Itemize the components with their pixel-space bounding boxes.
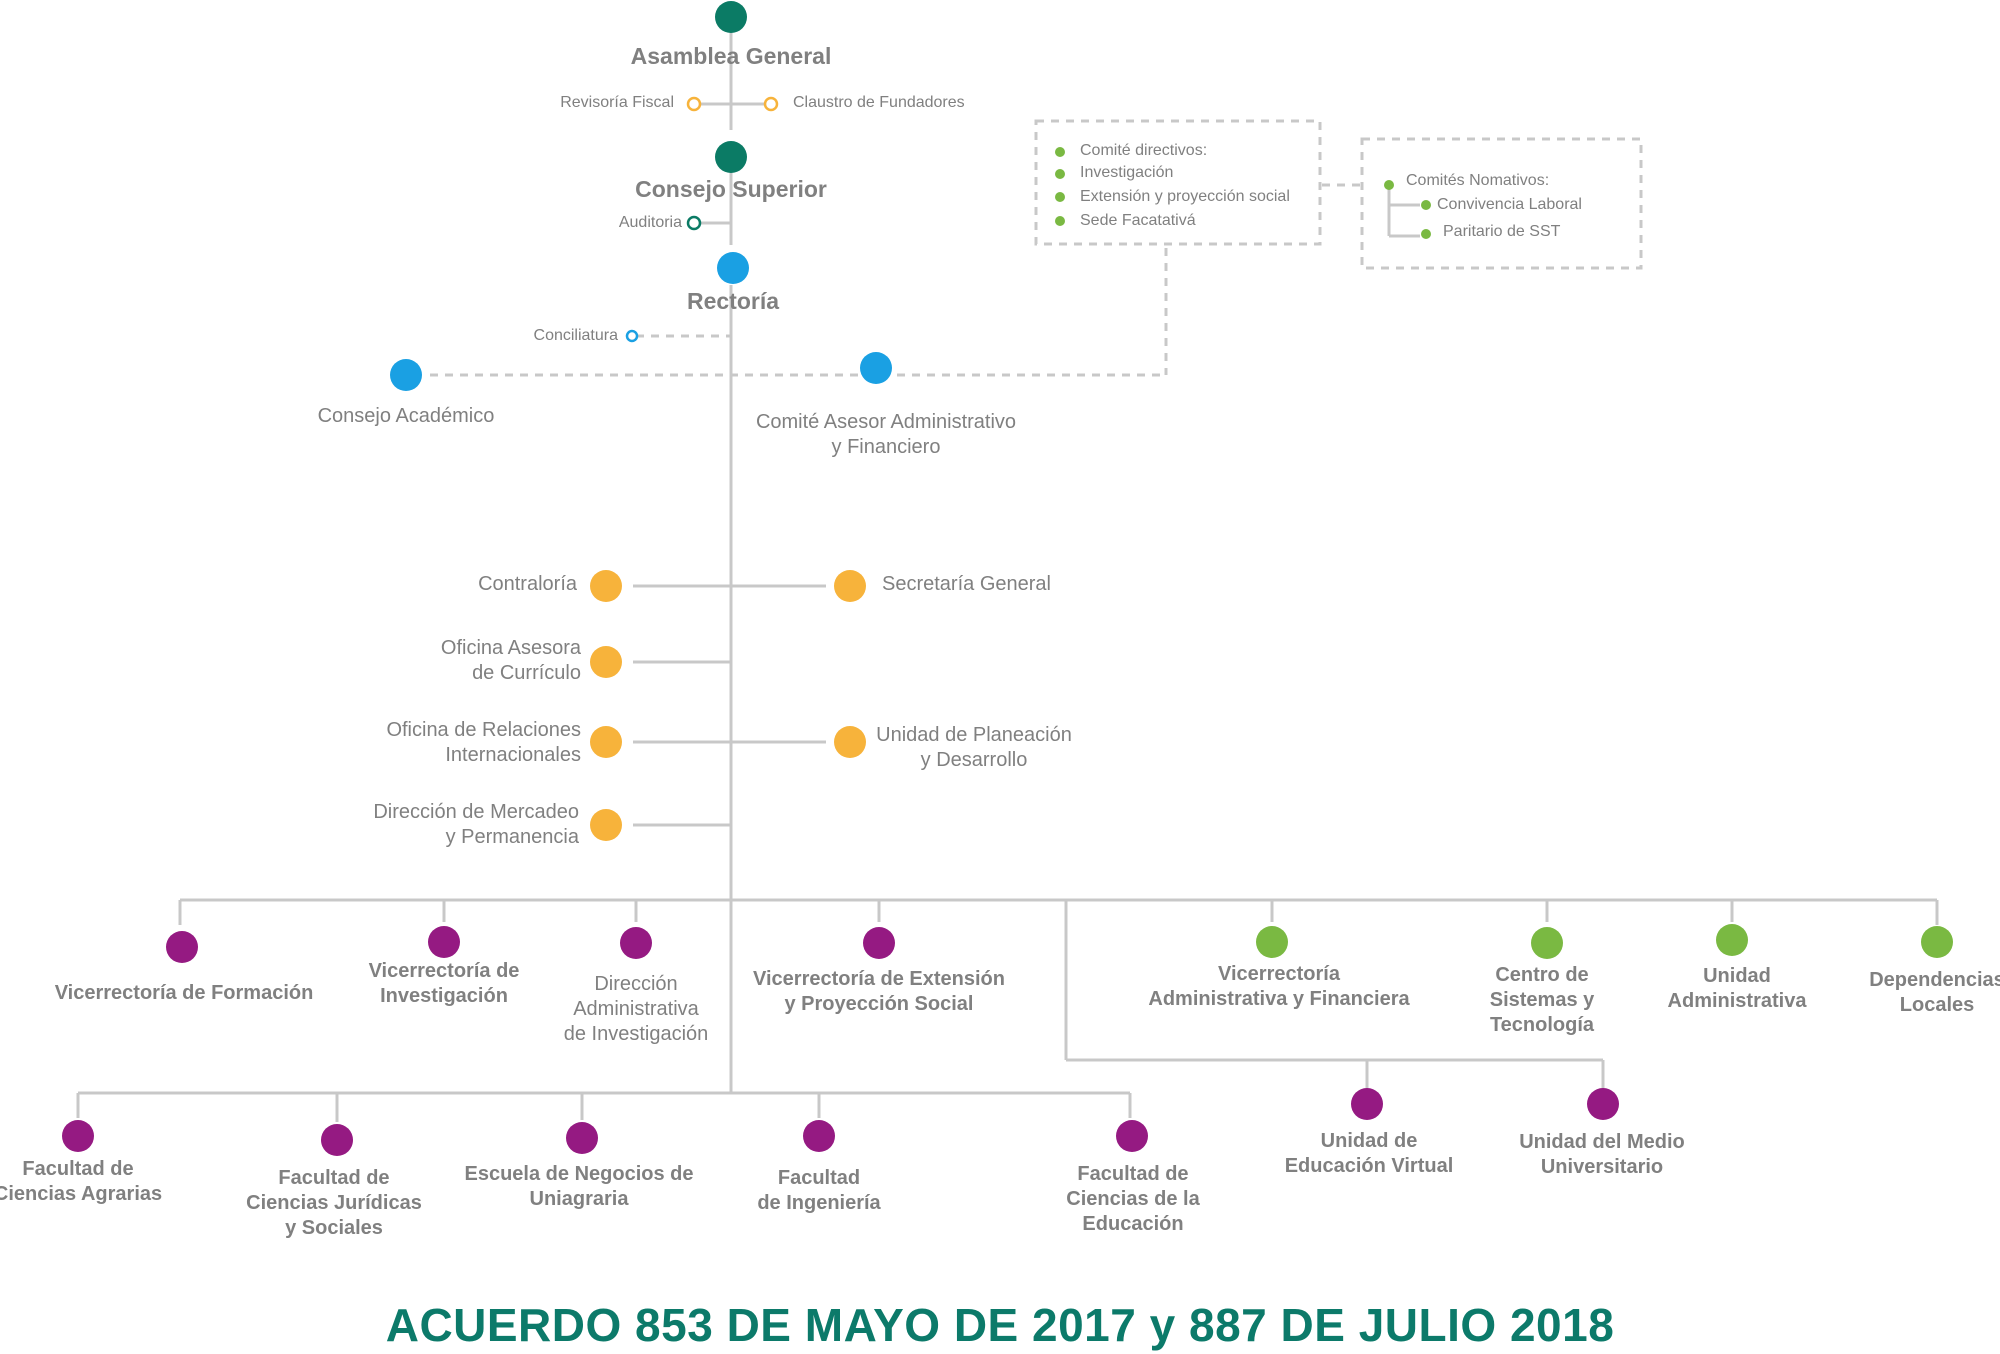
committee-bullet-0	[1055, 147, 1065, 157]
comite-extension-label: Extensión y proyección social	[1080, 188, 1290, 205]
vicerrectoria-administrativa-label: Vicerrectoría Administrativa y Financier…	[1148, 963, 1410, 1010]
unidad-educacion-virtual-node	[1351, 1088, 1383, 1120]
convivencia-bullet	[1421, 200, 1431, 210]
comites-normativos-label: Comités Nomativos:	[1406, 172, 1550, 189]
direccion-mercadeo-label: Dirección de Mercadeo y Permanencia	[373, 801, 579, 848]
vicerrectoria-extension-node	[863, 927, 895, 959]
dependencias-locales-label: Dependencias Locales	[1869, 969, 2000, 1016]
facultad-ingenieria-label: Facultad de Ingeniería	[757, 1167, 881, 1214]
asamblea-general-label: Asamblea General	[630, 43, 832, 69]
contraloria-node	[590, 570, 622, 602]
oficina-relaciones-label: Oficina de Relaciones Internacionales	[386, 719, 581, 766]
facultad-agrarias-node	[62, 1120, 94, 1152]
conciliatura-node	[625, 329, 639, 343]
unidad-medio-universitario-node	[1587, 1088, 1619, 1120]
unidad-planeacion-label: Unidad de Planeación y Desarrollo	[876, 724, 1072, 771]
paritario-bullet	[1421, 229, 1431, 239]
direccion-investigacion-label: Dirección Administrativa de Investigació…	[563, 973, 709, 1045]
oficina-curriculo-node	[590, 646, 622, 678]
oficina-curriculo-label: Oficina Asesora de Currículo	[440, 637, 581, 684]
paritario-sst-label: Paritario de SST	[1443, 223, 1561, 240]
revisoria-fiscal-label: Revisoría Fiscal	[560, 94, 674, 111]
vicerrectoria-formacion-node	[166, 931, 198, 963]
unidad-educacion-virtual-label: Unidad de Educación Virtual	[1284, 1130, 1454, 1177]
facultad-juridicas-label: Facultad de Ciencias Jurídicas y Sociale…	[246, 1167, 422, 1239]
rectoria-node	[717, 252, 749, 284]
escuela-negocios-node	[566, 1122, 598, 1154]
unidad-planeacion-node	[834, 726, 866, 758]
comite-directivos-label: Comité directivos:	[1080, 142, 1208, 159]
secretaria-general-label: Secretaría General	[882, 573, 1051, 595]
vicerrectoria-investigacion-node	[428, 926, 460, 958]
unidad-administrativa-node	[1716, 924, 1748, 956]
comite-asesor-node	[860, 352, 892, 384]
contraloria-label: Contraloría	[478, 573, 577, 595]
facultad-educacion-label: Facultad de Ciencias de la Educación	[1066, 1163, 1200, 1235]
unidad-medio-universitario-label: Unidad del Medio Universitario	[1519, 1131, 1685, 1178]
auditoria-label: Auditoria	[618, 214, 682, 231]
org-nodes	[62, 1, 1953, 1156]
claustro-fundadores-label: Claustro de Fundadores	[793, 94, 965, 111]
vicerrectoria-extension-label: Vicerrectoría de Extensión y Proyección …	[753, 968, 1005, 1015]
direccion-investigacion-node	[620, 927, 652, 959]
direccion-mercadeo-node	[590, 809, 622, 841]
facultad-ingenieria-node	[803, 1120, 835, 1152]
facultad-agrarias-label: Facultad de Ciencias Agrarias	[0, 1158, 163, 1205]
dependencias-locales-node	[1921, 926, 1953, 958]
revisoria-fiscal-node	[686, 96, 702, 112]
footer-title: ACUERDO 853 DE MAYO DE 2017 y 887 DE JUL…	[385, 1299, 1615, 1351]
unidad-administrativa-label: Unidad Administrativa	[1667, 965, 1807, 1012]
convivencia-laboral-label: Convivencia Laboral	[1437, 196, 1582, 213]
centro-sistemas-node	[1531, 927, 1563, 959]
vicerrectoria-investigacion-label: Vicerrectoría de Investigación	[368, 960, 520, 1007]
asamblea-general-node	[715, 1, 747, 33]
vicerrectoria-formacion-label: Vicerrectoría de Formación	[54, 982, 314, 1004]
dashed-connectors	[430, 119, 1643, 377]
rectoria-label: Rectoría	[686, 288, 780, 314]
facultad-educacion-node	[1116, 1120, 1148, 1152]
consejo-superior-label: Consejo Superior	[635, 176, 827, 202]
connector-lines	[76, 30, 1939, 1122]
conciliatura-label: Conciliatura	[533, 327, 618, 344]
claustro-fundadores-node	[763, 96, 779, 112]
consejo-academico-label: Consejo Académico	[317, 405, 495, 427]
escuela-negocios-label: Escuela de Negocios de Uniagraria	[464, 1163, 694, 1210]
comites-normativos-bullet	[1384, 180, 1394, 190]
facultad-juridicas-node	[321, 1124, 353, 1156]
centro-sistemas-label: Centro de Sistemas y Tecnología	[1489, 964, 1595, 1036]
auditoria-node	[686, 215, 702, 231]
consejo-superior-node	[715, 141, 747, 173]
committee-bullet-1	[1055, 169, 1065, 179]
comite-asesor-label: Comité Asesor Administrativo y Financier…	[755, 411, 1017, 458]
comite-investigacion-label: Investigación	[1080, 164, 1174, 181]
committee-bullet-2	[1055, 192, 1065, 202]
comite-sede-label: Sede Facatativá	[1080, 212, 1196, 229]
vicerrectoria-administrativa-node	[1256, 926, 1288, 958]
oficina-relaciones-node	[590, 726, 622, 758]
consejo-academico-node	[390, 359, 422, 391]
committee-bullet-3	[1055, 216, 1065, 226]
secretaria-general-node	[834, 570, 866, 602]
